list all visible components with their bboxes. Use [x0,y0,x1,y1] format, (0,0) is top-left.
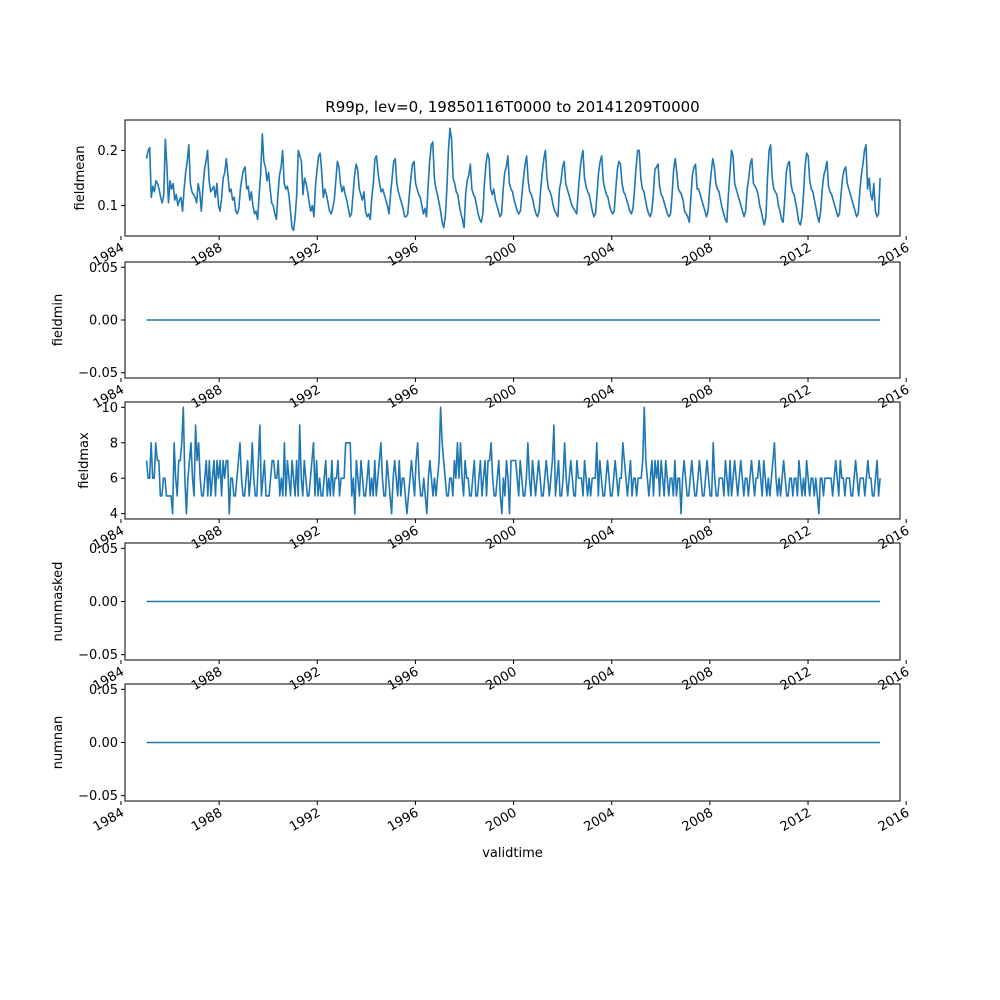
y-tick-label: 0.05 [89,683,118,698]
y-tick-label: 0.1 [97,199,118,214]
series-line-fieldmean [145,127,881,232]
y-tick-label: 0.05 [89,542,118,557]
y-axis-label: fieldmax [77,432,92,489]
y-tick-label: 0.05 [89,261,118,276]
y-tick-label: −0.05 [78,789,118,804]
x-axis-label: validtime [482,846,543,861]
y-tick-label: 8 [110,436,118,451]
y-axis-label: fieldmean [73,146,88,211]
y-tick-label: −0.05 [78,366,118,381]
y-axis-label: numnan [51,716,66,770]
y-tick-label: 10 [101,401,118,416]
chart-title: R99p, lev=0, 19850116T0000 to 20141209T0… [325,98,699,116]
y-tick-label: 6 [110,472,118,487]
y-tick-label: −0.05 [78,648,118,663]
axes-frame [124,401,901,520]
axes-frame [124,119,901,237]
y-tick-label: 0.00 [89,314,118,329]
y-axis-label: fieldmin [51,294,66,347]
y-tick-label: 0.00 [89,736,118,751]
y-tick-label: 4 [110,507,118,522]
y-axis-label: nummasked [51,562,66,642]
y-tick-label: 0.2 [97,144,118,159]
y-tick-label: 0.00 [89,595,118,610]
series-line-fieldmax [145,406,881,515]
